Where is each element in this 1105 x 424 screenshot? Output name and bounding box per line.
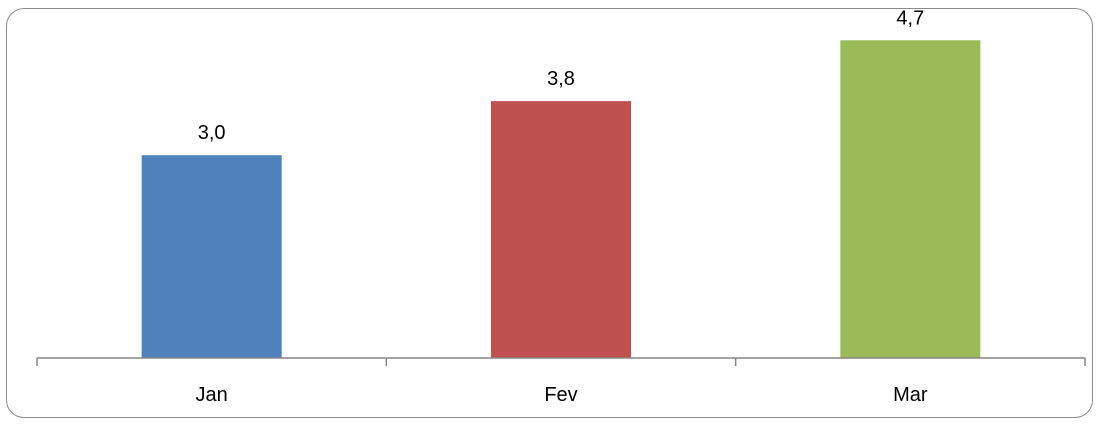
data-label-fev: 3,8 [547, 68, 575, 90]
bars-group [141, 40, 981, 359]
data-label-mar: 4,7 [896, 7, 924, 29]
x-tick-label-fev: Fev [544, 384, 577, 406]
x-axis-ticks-group [36, 358, 1086, 366]
bar-mar [840, 40, 981, 358]
x-tick-label-mar: Mar [893, 384, 928, 406]
bar-jan [141, 155, 282, 358]
data-labels-group: 3,0 3,8 4,7 [198, 7, 924, 144]
data-label-jan: 3,0 [198, 122, 226, 144]
x-tick-label-jan: Jan [196, 384, 228, 406]
bar-fev [491, 101, 631, 359]
x-tick-labels-group: Jan Fev Mar [196, 384, 928, 406]
